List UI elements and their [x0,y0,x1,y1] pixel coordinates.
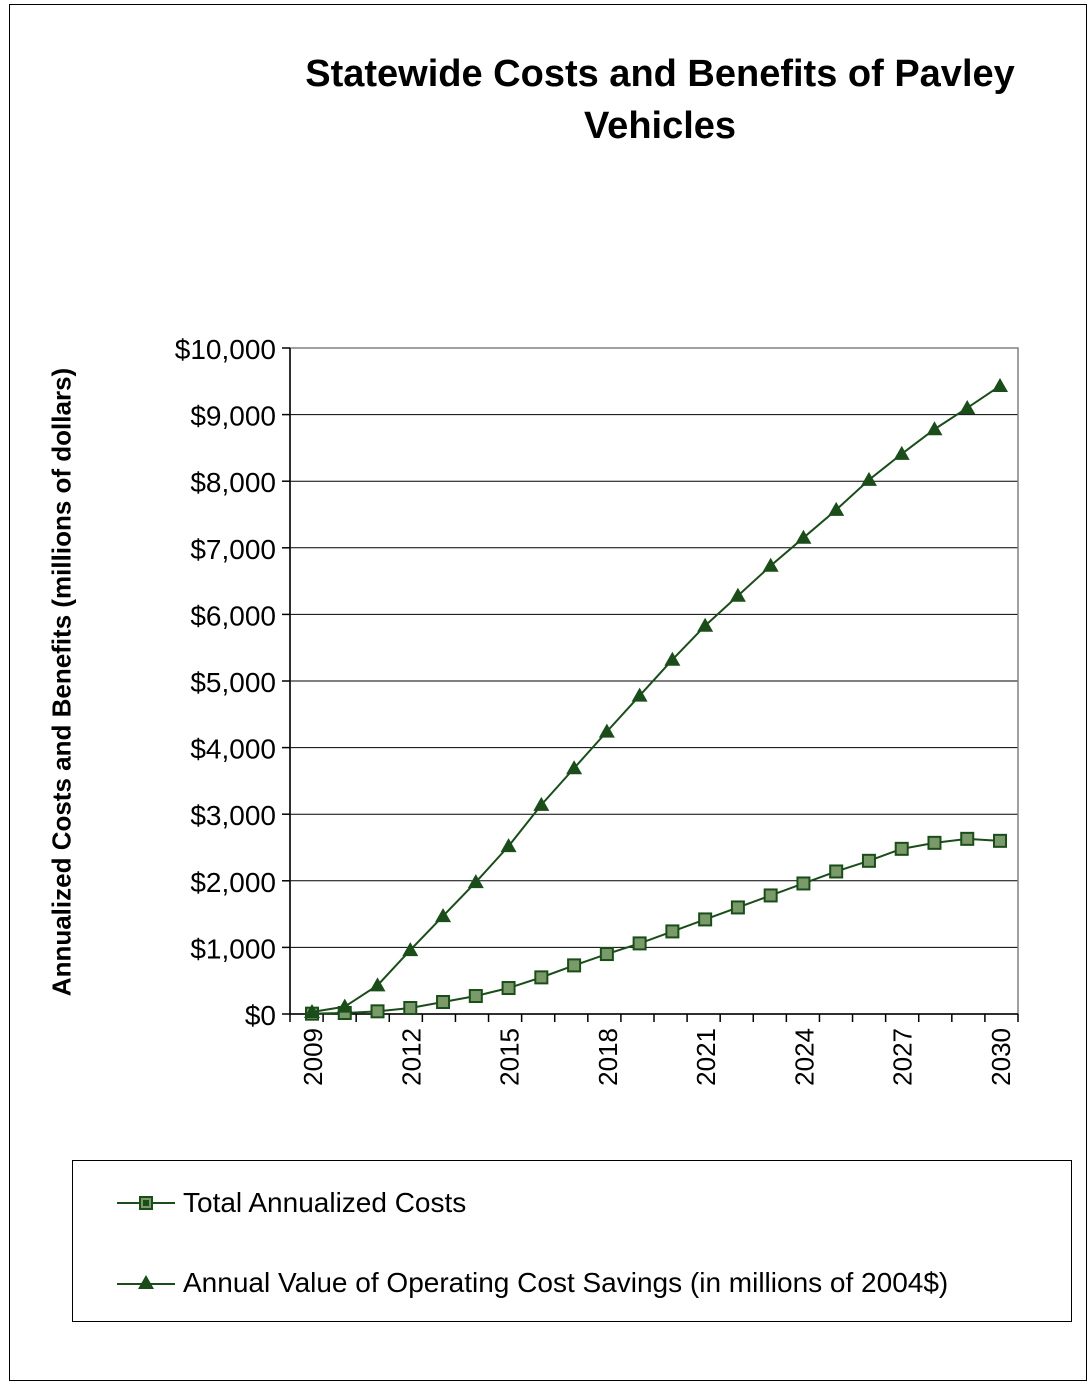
data-point-square [599,947,614,962]
chart-frame [9,4,1087,1381]
chart-title: Statewide Costs and Benefits of Pavley V… [305,53,1015,147]
data-point-square [632,936,647,951]
triangle-marker-icon [117,1275,175,1289]
data-point-square [698,912,713,927]
data-point-square [829,864,844,879]
legend-label-savings: Annual Value of Operating Cost Savings (… [183,1267,949,1298]
data-point-triangle [795,529,812,544]
data-point-triangle [500,838,517,853]
square-marker-icon [117,1196,175,1210]
series-0 [305,831,1007,1021]
x-tick-label: 2015 [495,1028,525,1086]
data-point-triangle [926,421,943,436]
data-point-triangle [336,998,353,1013]
data-point-square [370,1004,385,1019]
x-tick-label: 2024 [789,1028,819,1086]
data-point-triangle [860,471,877,486]
data-point-triangle [467,874,484,889]
data-point-triangle [631,687,648,702]
data-point-square [960,831,975,846]
x-tick-label: 2012 [396,1028,426,1086]
series-line [311,837,1001,1015]
x-tick-label: 2018 [593,1028,623,1086]
data-point-square [468,989,483,1004]
data-point-triangle [533,796,550,811]
x-tick-label: 2009 [298,1028,328,1086]
data-point-triangle [664,651,681,666]
x-tick-label: 2027 [888,1028,918,1086]
y-tick-label: $0 [245,1000,276,1031]
y-tick-label: $9,000 [190,401,276,432]
data-point-triangle [435,908,452,923]
x-tick-label: 2030 [986,1028,1016,1086]
data-point-square [730,900,745,915]
data-point-triangle [304,1004,320,1019]
y-tick-labels: $0 $1,000 $2,000 $3,000 $4,000 $5,000 $6,000 $7… [175,334,276,1031]
series [304,377,1008,1021]
series-1 [304,377,1008,1019]
data-point-square [927,835,942,850]
data-point-triangle [369,977,386,992]
data-point-triangle [566,760,583,775]
data-point-triangle [762,557,779,572]
data-point-square [567,958,582,973]
data-point-triangle [598,723,615,738]
data-point-triangle [959,399,976,414]
y-tick-label: $3,000 [190,800,276,831]
gridlines [290,347,1018,948]
y-tick-label: $4,000 [190,734,276,765]
y-tick-label: $10,000 [175,334,276,365]
data-point-triangle [828,501,845,516]
data-point-square [665,924,680,939]
legend-label-costs: Total Annualized Costs [183,1187,467,1218]
data-point-triangle [729,587,746,602]
data-point-triangle [697,617,714,632]
data-point-square [501,981,516,996]
y-tick-label: $5,000 [190,667,276,698]
data-point-square [894,841,909,856]
data-point-square [436,995,451,1010]
y-tick-label: $2,000 [190,867,276,898]
data-point-square [993,833,1007,848]
data-point-square [534,970,549,985]
y-tick-label: $6,000 [190,600,276,631]
y-tick-label: $8,000 [190,467,276,498]
data-point-triangle [402,942,419,957]
data-point-triangle [893,445,910,460]
legend-item-costs: Total Annualized Costs [113,1183,466,1223]
data-point-square [403,1001,418,1016]
data-point-square [796,876,811,891]
x-tick-labels: 2009 2012 2015 2018 2021 2024 2027 2030 [298,1028,1016,1086]
legend: Total Annualized Costs Annual Value of O… [72,1160,1072,1322]
y-tick-label: $7,000 [190,534,276,565]
series-line [311,385,1001,1013]
data-point-square [763,888,778,903]
legend-item-savings: Annual Value of Operating Cost Savings (… [113,1263,948,1303]
data-point-square [861,853,876,868]
x-tick-label: 2021 [691,1028,721,1086]
y-tick-label: $1,000 [190,933,276,964]
data-point-triangle [992,377,1008,392]
